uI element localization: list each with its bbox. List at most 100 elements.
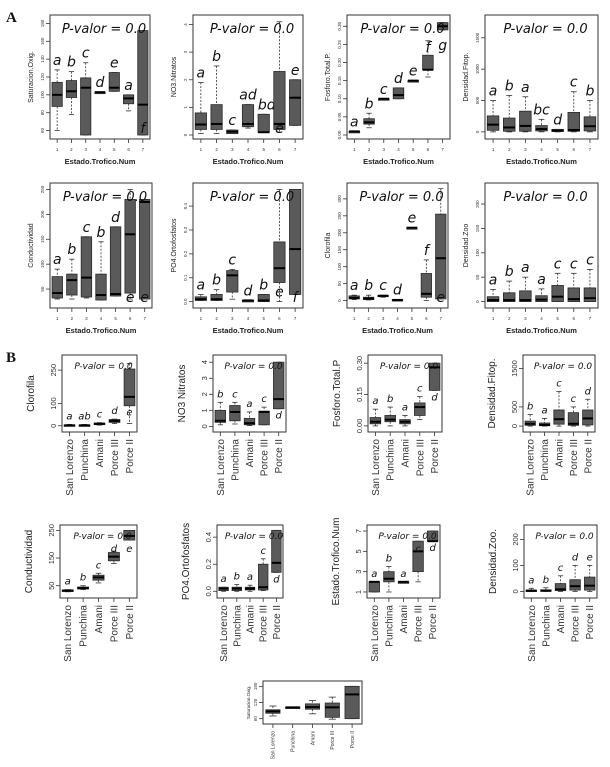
significance-letter: c	[82, 46, 90, 62]
y-axis-label: Densidad.Fitop.	[463, 52, 470, 101]
p-value-annotation: P-valor = 0.0	[210, 190, 294, 205]
boxplot-panel: 0 1 2 3 4 NO3 Nitratos San Lorenzo b Punchina c Am…	[177, 354, 287, 496]
x-tick-label: 5	[262, 147, 265, 152]
x-tick-label: 2	[70, 147, 73, 152]
box-2	[77, 585, 90, 590]
significance-letter: c	[415, 544, 421, 555]
significance-letter: b	[505, 78, 514, 94]
y-tick-label: 200	[337, 229, 342, 237]
y-tick-label: 0.00	[337, 130, 342, 139]
x-tick-label: 3	[382, 316, 385, 321]
y-tick-label: 0.3	[183, 226, 188, 233]
significance-letter: b	[365, 96, 374, 112]
significance-letter: e	[110, 56, 119, 72]
x-tick-label: Porce III	[569, 439, 580, 476]
box-iqr	[80, 236, 93, 298]
y-axis-label: NO3.Nitratos	[171, 56, 178, 97]
box-iqr	[383, 571, 395, 583]
box-2	[65, 71, 77, 115]
y-tick-label: 50	[475, 274, 480, 280]
x-tick-label: San Lorenzo	[65, 439, 76, 496]
box-4	[569, 565, 581, 592]
x-tick-label: 1	[353, 147, 356, 152]
p-value-annotation: P-valor = 0.0	[74, 362, 133, 372]
box-iqr	[486, 115, 500, 131]
x-tick-label: Porce III	[260, 439, 271, 476]
x-tick-label: 7	[589, 316, 592, 321]
x-tick-label: Amani	[401, 439, 412, 467]
y-tick-label: 0.10	[337, 94, 342, 103]
box-7	[583, 268, 597, 302]
box-2	[231, 584, 242, 592]
y-tick-label: 60	[253, 716, 258, 722]
significance-letter: a	[350, 278, 359, 294]
significance-letter: d	[111, 210, 120, 226]
significance-letter: c	[380, 82, 388, 98]
box-7	[436, 22, 449, 31]
x-tick-label: 4	[540, 316, 543, 321]
y-tick-label: 50	[40, 286, 45, 292]
x-tick-label: San Lorenzo	[219, 605, 230, 662]
significance-letter: e	[409, 64, 418, 80]
box-5	[406, 226, 418, 230]
box-iqr	[384, 415, 396, 423]
box-iqr	[344, 685, 360, 720]
y-tick-label: 0.0	[183, 298, 188, 305]
box-3	[226, 129, 239, 135]
x-tick-label: 1	[353, 316, 356, 321]
significance-letter: a	[400, 569, 406, 580]
x-tick-label: 4	[396, 316, 399, 321]
y-tick-label: 2	[200, 392, 209, 396]
y-axis-label: Clorofila	[325, 233, 332, 259]
y-tick-label: 0	[183, 133, 188, 136]
y-tick-label: 100	[475, 249, 480, 257]
box-6	[422, 40, 434, 78]
box-5	[271, 529, 282, 573]
significance-letter: a	[66, 411, 72, 422]
box-4	[535, 118, 548, 133]
y-axis-label: Densidad.Fitop.	[487, 358, 498, 428]
x-tick-label: Porce II	[430, 439, 441, 473]
x-tick-label: 5	[556, 316, 559, 321]
box-4	[392, 87, 405, 100]
y-tick-label: 150	[337, 245, 342, 253]
boxplot-panel: 0 50 100 150 200 Densidad.Zoo 1 a 2 b 3 a 4 a 5 c 6 c 7 c P-…	[463, 182, 599, 335]
x-tick-label: 4	[247, 316, 250, 321]
x-tick-label: Amani	[95, 439, 106, 467]
box-3	[244, 584, 256, 592]
box-5	[257, 113, 270, 134]
significance-letter: d	[96, 75, 105, 91]
box-iqr	[289, 188, 302, 295]
box-iqr	[567, 287, 580, 302]
y-tick-label: 100	[40, 91, 45, 99]
significance-letter: c	[83, 220, 91, 236]
box-iqr	[567, 412, 579, 426]
y-tick-label: 200	[511, 533, 520, 546]
box-iqr	[194, 112, 207, 130]
x-tick-label: Porce II	[272, 605, 283, 639]
box-4	[241, 299, 255, 303]
p-value-annotation: P-valor = 0.0	[73, 532, 132, 542]
significance-letter: ad	[239, 88, 257, 104]
x-tick-label: Punchina	[80, 439, 91, 481]
significance-letter: a	[246, 399, 252, 410]
plot-frame	[366, 524, 441, 599]
boxplot-panel: 0 500 1000 1500 Densidad.Fitop. 1 a 2 b 3 a 4 bc 5 d 6 c…	[463, 14, 599, 166]
x-tick-label: 4	[100, 316, 103, 321]
significance-letter: b	[212, 273, 221, 289]
significance-letter: d	[273, 574, 280, 585]
y-tick-label: 0	[510, 424, 519, 428]
x-tick-label: Punchina	[540, 439, 551, 481]
x-tick-label: 3	[85, 316, 88, 321]
significance-letter: c	[570, 256, 578, 272]
box-2	[363, 112, 375, 129]
significance-letter: a	[197, 277, 206, 293]
box-5	[257, 294, 270, 303]
x-tick-label: Porce III	[330, 731, 336, 750]
box-2	[540, 587, 552, 592]
y-tick-label: 0.0	[204, 586, 213, 596]
y-axis-label: Fosforo.Total.P	[332, 360, 343, 428]
significance-letter: e	[291, 63, 300, 79]
x-tick-label: 2	[368, 147, 371, 152]
y-tick-label: 60	[40, 128, 45, 134]
